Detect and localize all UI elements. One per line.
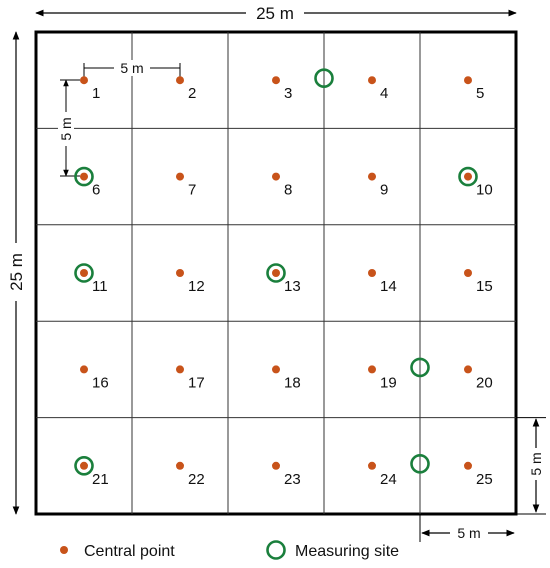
central-point-22 [176,461,184,470]
measuring-sites-layer [74,68,478,476]
central-point-3 [272,76,280,85]
legend-central-point-label: Central point [84,543,175,560]
cell-number-22: 22 [188,471,205,488]
central-point-9 [368,172,376,181]
cell-number-17: 17 [188,374,205,391]
cell-number-25: 25 [476,471,493,488]
central-point-5 [464,76,472,85]
cell-number-24: 24 [380,471,397,488]
legend-measuring-site-marker [266,540,286,560]
cell-number-21: 21 [92,471,109,488]
central-point-20 [464,365,472,374]
cell-number-18: 18 [284,374,301,391]
bottom-right-dimension: 5 m [419,514,515,542]
cell-number-8: 8 [284,182,292,199]
central-point-8 [272,172,280,181]
central-point-2 [176,76,184,85]
cell-number-3: 3 [284,85,292,102]
spacing-horizontal-label: 5 m [120,60,143,76]
cell-number-10: 10 [476,182,493,199]
central-point-7 [176,172,184,181]
central-point-24 [368,461,376,470]
central-point-4 [368,76,376,85]
central-point-23 [272,461,280,470]
legend-central-point-marker [60,546,68,554]
legend-measuring-site-label: Measuring site [295,543,399,560]
left-dimension: 25 m [6,31,26,515]
top-dimension: 25 m [35,3,517,23]
cell-number-20: 20 [476,374,493,391]
central-point-12 [176,269,184,277]
central-point-15 [464,269,472,277]
bottom-right-dimension-label: 5 m [457,525,480,541]
measuring-site-between-19-20 [410,357,430,378]
cell-number-13: 13 [284,278,301,295]
cell-number-15: 15 [476,278,493,295]
measuring-site-at-10 [458,166,478,187]
cell-number-11: 11 [92,278,108,295]
central-point-10 [464,172,472,181]
measuring-site-at-21 [74,455,94,476]
spacing-vertical-dimension: 5 m [58,79,80,177]
cell-number-4: 4 [380,85,388,102]
measuring-site-at-11 [74,263,94,283]
cell-number-16: 16 [92,374,109,391]
left-dimension-label: 25 m [7,253,26,291]
central-point-1 [80,76,88,85]
cell-number-23: 23 [284,471,301,488]
cell-number-2: 2 [188,85,196,102]
central-point-16 [80,365,88,374]
right-dimension: 5 m [516,417,546,515]
cell-number-14: 14 [380,278,397,295]
right-dimension-label: 5 m [528,452,544,475]
cell-number-19: 19 [380,374,397,391]
central-point-19 [368,365,376,374]
central-point-13 [272,269,280,277]
cell-number-5: 5 [476,85,484,102]
central-point-18 [272,365,280,374]
measuring-site-between-3-4 [314,68,334,88]
measuring-site-between-24-25 [410,453,430,474]
cell-number-12: 12 [188,278,205,295]
central-point-21 [80,461,88,470]
grid-lines [36,32,516,514]
legend: Central point Measuring site [60,540,399,560]
central-point-14 [368,269,376,277]
spacing-vertical-label: 5 m [58,117,74,140]
plot-boundary [34,30,518,516]
central-point-25 [464,461,472,470]
cell-number-6: 6 [92,182,100,199]
central-point-17 [176,365,184,374]
top-dimension-label: 25 m [256,4,294,23]
cell-number-9: 9 [380,182,388,199]
cell-number-1: 1 [92,85,100,102]
central-point-6 [80,172,88,181]
cell-number-7: 7 [188,182,196,199]
central-point-11 [80,269,88,277]
measuring-site-at-13 [266,263,286,283]
measuring-site-at-6 [74,166,94,187]
